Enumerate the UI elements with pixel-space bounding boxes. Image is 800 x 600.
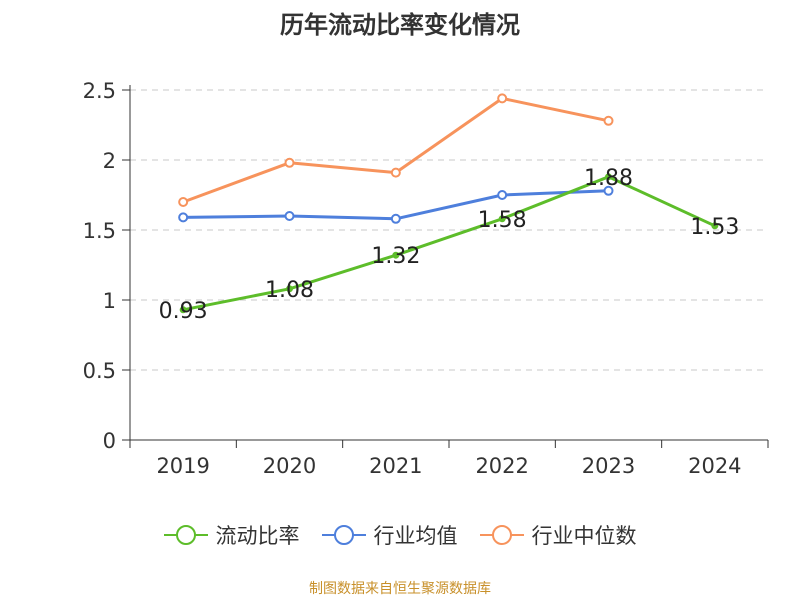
- legend-marker-icon: [321, 525, 366, 545]
- chart-title: 历年流动比率变化情况: [280, 11, 520, 39]
- y-tick-label: 1: [103, 289, 116, 313]
- legend-item-current-ratio[interactable]: 流动比率: [163, 520, 300, 550]
- grid-lines: [130, 89, 768, 371]
- series-lines: [178, 93, 719, 314]
- y-tick-label: 2: [103, 149, 116, 173]
- y-tick-label: 0: [103, 429, 116, 453]
- data-label: 1.88: [584, 166, 633, 191]
- legend-marker-icon: [163, 525, 208, 545]
- legend-marker-icon: [479, 525, 524, 545]
- x-tick-label: 2022: [475, 454, 528, 478]
- data-labels: 0.93 1.08 1.32 1.58 1.88 1.53: [159, 166, 740, 324]
- legend: 流动比率 行业均值 行业中位数: [0, 520, 800, 550]
- data-point: [390, 167, 401, 178]
- y-tick-label: 1.5: [83, 219, 116, 243]
- source-note: 制图数据来自恒生聚源数据库: [309, 581, 491, 597]
- data-label: 1.58: [478, 208, 527, 233]
- axes: 0 0.5 1 1.5 2 2.5 2019 2020 2021 2022 2023 2024: [83, 79, 769, 478]
- legend-item-industry-median[interactable]: 行业中位数: [479, 520, 637, 550]
- legend-label: 行业均值: [373, 524, 458, 548]
- data-label: 1.32: [371, 244, 420, 269]
- series-line: [182, 96, 609, 204]
- x-tick-label: 2023: [582, 454, 635, 478]
- data-label: 1.53: [690, 215, 739, 240]
- series-line: [182, 175, 716, 312]
- data-point: [284, 211, 295, 221]
- data-point: [392, 251, 400, 259]
- data-point: [286, 285, 293, 293]
- data-point: [497, 190, 508, 200]
- data-point: [497, 93, 508, 104]
- y-tick-label: 2.5: [83, 79, 116, 103]
- data-point: [603, 115, 614, 126]
- data-point: [605, 173, 612, 181]
- legend-label: 行业中位数: [531, 524, 637, 548]
- data-point: [284, 157, 295, 168]
- x-tick-label: 2020: [263, 454, 316, 478]
- data-point: [179, 306, 187, 314]
- data-point: [178, 212, 189, 223]
- data-point: [178, 197, 189, 207]
- data-label: 0.93: [159, 299, 208, 324]
- x-tick-label: 2019: [156, 454, 209, 478]
- y-tick-label: 0.5: [83, 359, 116, 383]
- legend-label: 流动比率: [215, 524, 300, 548]
- x-tick-label: 2024: [688, 454, 741, 478]
- data-label: 1.08: [265, 278, 314, 303]
- data-point: [711, 222, 719, 230]
- legend-item-industry-mean[interactable]: 行业均值: [321, 520, 458, 550]
- data-point: [390, 213, 401, 224]
- x-tick-label: 2021: [369, 454, 422, 478]
- data-point: [603, 185, 614, 196]
- data-point: [498, 215, 506, 223]
